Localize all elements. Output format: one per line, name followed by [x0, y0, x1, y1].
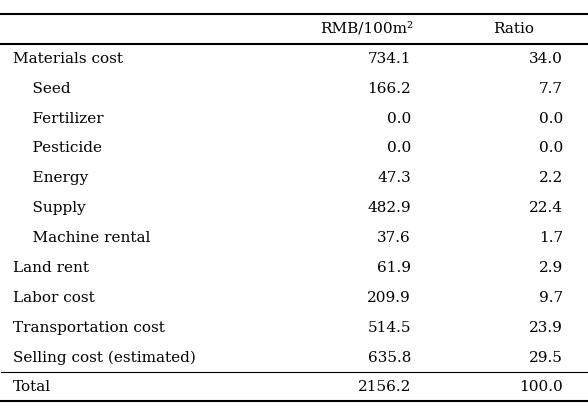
Text: Transportation cost: Transportation cost [13, 321, 165, 335]
Text: Selling cost (estimated): Selling cost (estimated) [13, 351, 196, 365]
Text: Ratio: Ratio [493, 21, 534, 36]
Text: Machine rental: Machine rental [13, 231, 151, 245]
Text: 482.9: 482.9 [368, 202, 411, 215]
Text: RMB/100m²: RMB/100m² [320, 21, 414, 36]
Text: Total: Total [13, 380, 51, 394]
Text: Seed: Seed [13, 81, 71, 95]
Text: Supply: Supply [13, 202, 86, 215]
Text: 2156.2: 2156.2 [358, 380, 411, 394]
Text: 61.9: 61.9 [377, 261, 411, 275]
Text: 0.0: 0.0 [387, 142, 411, 155]
Text: Labor cost: Labor cost [13, 291, 95, 305]
Text: Fertilizer: Fertilizer [13, 112, 103, 126]
Text: 0.0: 0.0 [539, 112, 563, 126]
Text: 37.6: 37.6 [377, 231, 411, 245]
Text: 100.0: 100.0 [519, 380, 563, 394]
Text: 514.5: 514.5 [368, 321, 411, 335]
Text: Energy: Energy [13, 171, 88, 185]
Text: 734.1: 734.1 [368, 52, 411, 66]
Text: Materials cost: Materials cost [13, 52, 123, 66]
Text: 29.5: 29.5 [529, 351, 563, 365]
Text: 2.2: 2.2 [539, 171, 563, 185]
Text: 9.7: 9.7 [539, 291, 563, 305]
Text: 0.0: 0.0 [387, 112, 411, 126]
Text: 635.8: 635.8 [368, 351, 411, 365]
Text: 166.2: 166.2 [368, 81, 411, 95]
Text: 0.0: 0.0 [539, 142, 563, 155]
Text: 23.9: 23.9 [529, 321, 563, 335]
Text: 34.0: 34.0 [529, 52, 563, 66]
Text: Pesticide: Pesticide [13, 142, 102, 155]
Text: 209.9: 209.9 [368, 291, 411, 305]
Text: 2.9: 2.9 [539, 261, 563, 275]
Text: 47.3: 47.3 [377, 171, 411, 185]
Text: 22.4: 22.4 [529, 202, 563, 215]
Text: 7.7: 7.7 [539, 81, 563, 95]
Text: Land rent: Land rent [13, 261, 89, 275]
Text: 1.7: 1.7 [539, 231, 563, 245]
